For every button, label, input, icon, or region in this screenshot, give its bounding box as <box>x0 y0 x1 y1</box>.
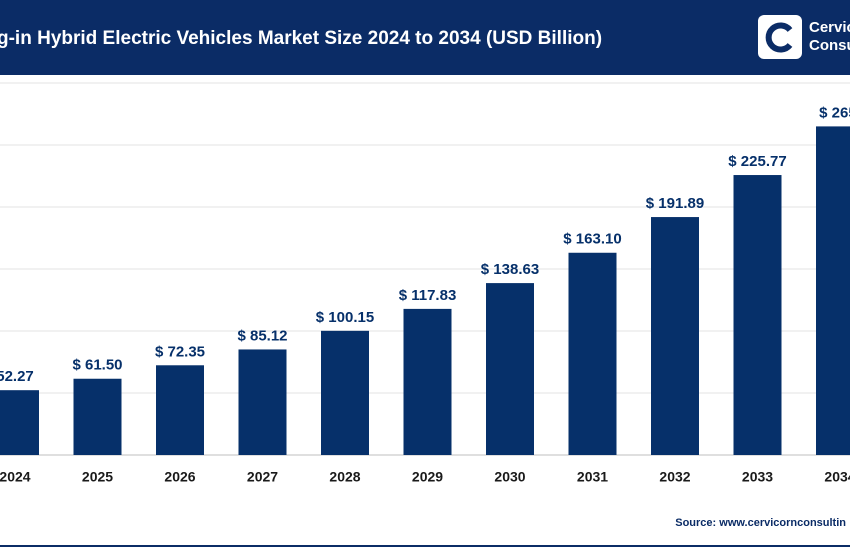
bar <box>403 308 452 455</box>
logo-text: Consu <box>809 37 850 54</box>
bar <box>568 252 617 455</box>
x-tick-label: 2026 <box>164 469 195 485</box>
value-label: $ 163.10 <box>563 231 621 248</box>
value-label: $ 100.15 <box>316 309 374 326</box>
logo-icon <box>765 22 793 53</box>
bar <box>0 390 39 455</box>
source-note: Source: www.cervicornconsultin <box>675 517 846 529</box>
chart-title: g-in Hybrid Electric Vehicles Market Siz… <box>0 28 602 49</box>
bar <box>816 126 850 456</box>
header-band <box>0 0 850 75</box>
value-label: $ 72.35 <box>155 343 205 360</box>
x-tick-label: 2033 <box>742 469 773 485</box>
x-tick-label: 2034 <box>824 469 850 485</box>
value-label: $ 85.12 <box>237 327 287 344</box>
bar <box>321 330 369 455</box>
value-label: $ 225.77 <box>728 153 786 170</box>
x-tick-label: 2025 <box>82 469 113 485</box>
x-tick-label: 2027 <box>247 469 278 485</box>
bar <box>73 378 122 455</box>
value-label: 52.27 <box>0 368 34 385</box>
bar <box>238 349 287 455</box>
x-tick-label: 2029 <box>412 469 443 485</box>
x-tick-label: 2030 <box>494 469 525 485</box>
bar <box>156 365 204 455</box>
logo-text: Cervic <box>809 19 850 36</box>
value-label: $ 138.63 <box>481 261 539 278</box>
value-label: $ 265. <box>819 104 850 121</box>
bar <box>651 217 699 455</box>
value-label: $ 117.83 <box>399 287 457 304</box>
value-label: $ 61.50 <box>72 357 122 374</box>
x-tick-label: 2024 <box>0 469 31 485</box>
bar <box>733 175 782 455</box>
x-tick-label: 2028 <box>329 469 360 485</box>
value-label: $ 191.89 <box>646 195 704 212</box>
x-tick-label: 2031 <box>577 469 608 485</box>
x-tick-label: 2032 <box>659 469 690 485</box>
bar <box>486 283 534 455</box>
